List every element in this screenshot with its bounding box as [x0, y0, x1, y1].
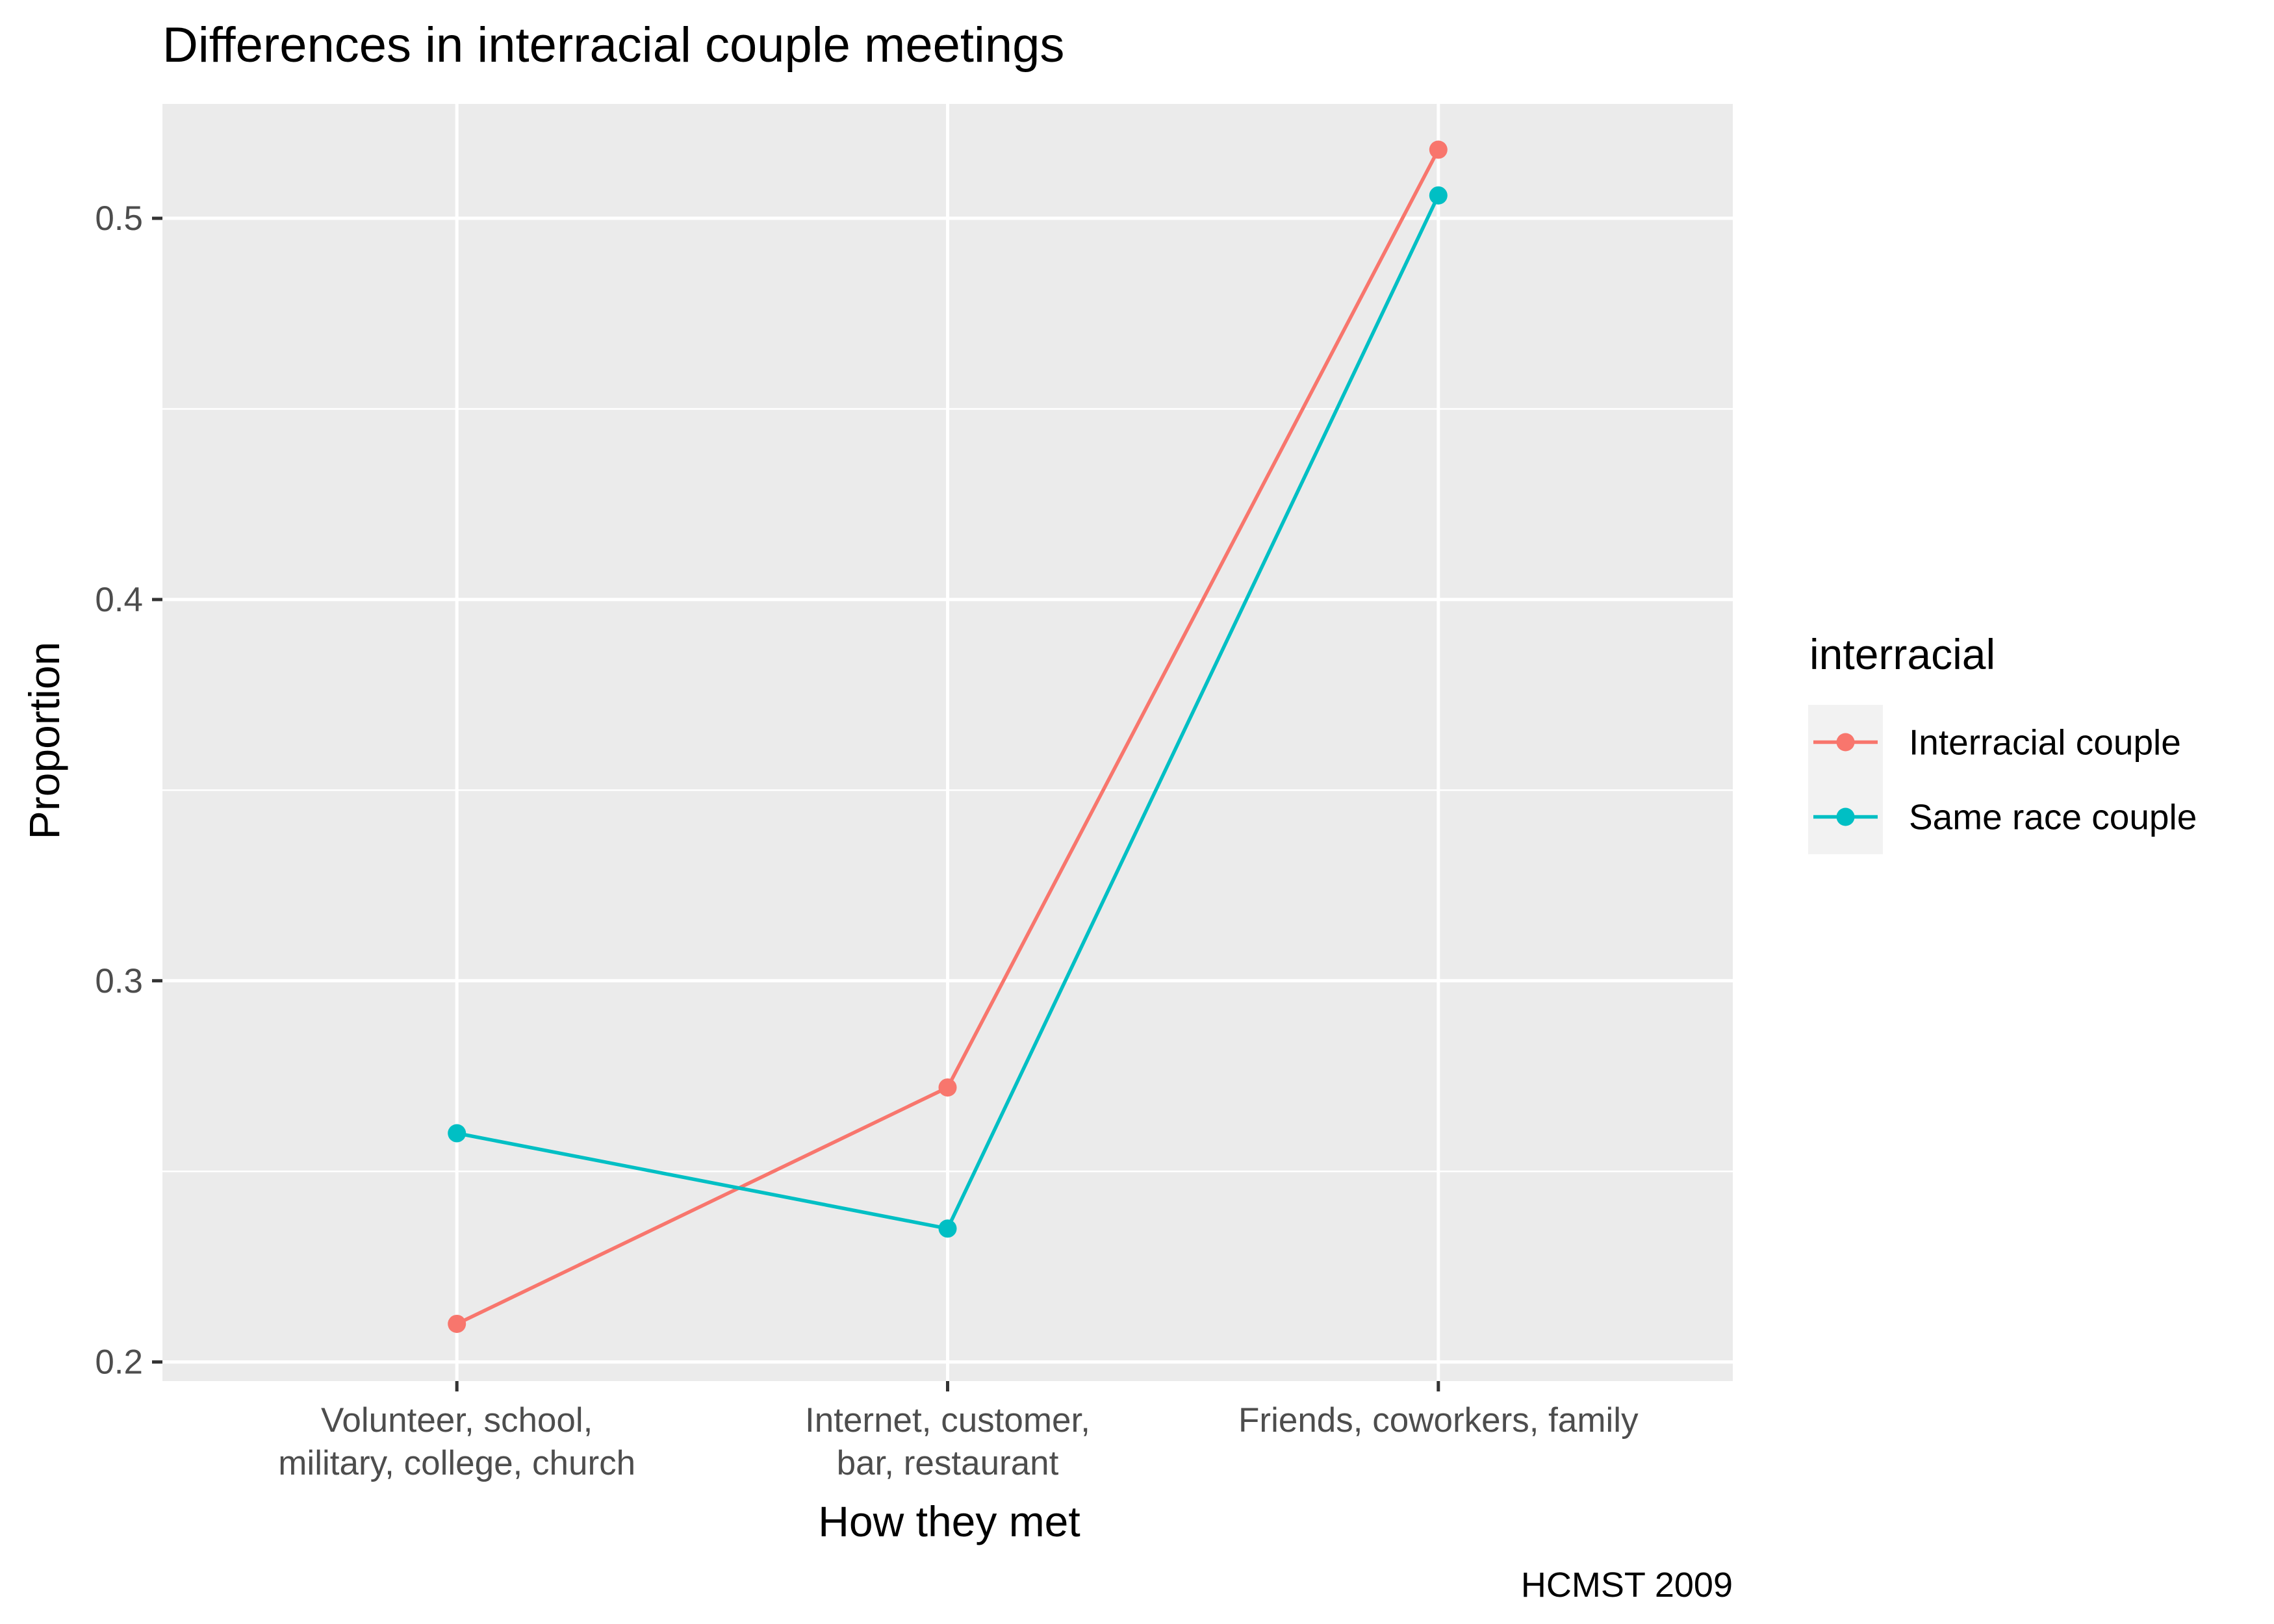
y-tick-label: 0.3: [95, 962, 143, 1000]
grid-major: [162, 104, 1733, 1381]
x-tick-label-line: Internet, customer,: [805, 1401, 1090, 1440]
x-axis: Volunteer, school, military, college, chu…: [278, 1381, 1639, 1482]
x-tick-label-line: military, college, church: [278, 1444, 635, 1482]
x-tick-label-line: bar, restaurant: [837, 1444, 1059, 1482]
legend-key-point: [1836, 733, 1855, 752]
legend-title: interracial: [1809, 630, 1995, 678]
y-tick-label: 0.5: [95, 199, 143, 238]
series-point: [1429, 140, 1448, 159]
y-tick-label: 0.2: [95, 1343, 143, 1382]
series-point: [448, 1124, 466, 1143]
legend: interracial Interracial couple Same race …: [1808, 630, 2197, 854]
x-tick-label-line: Friends, coworkers, family: [1238, 1401, 1639, 1440]
x-tick-label: Friends, coworkers, family: [1238, 1401, 1639, 1440]
legend-label: Interracial couple: [1909, 722, 2181, 763]
series-point: [1429, 186, 1448, 205]
x-tick-label: Volunteer, school, military, college, chu…: [278, 1401, 635, 1482]
y-axis: 0.2 0.3 0.4 0.5: [95, 199, 162, 1382]
legend-entries: Interracial couple Same race couple: [1808, 705, 2197, 854]
series-point: [938, 1078, 957, 1097]
series-point: [448, 1314, 466, 1333]
x-tick-label: Internet, customer, bar, restaurant: [805, 1401, 1090, 1482]
x-axis-title: How they met: [818, 1497, 1080, 1545]
legend-key-point: [1836, 807, 1855, 826]
legend-label: Same race couple: [1909, 797, 2197, 837]
y-axis-title: Proportion: [20, 642, 68, 840]
x-tick-label-line: Volunteer, school,: [321, 1401, 593, 1440]
series-layer: [448, 140, 1448, 1333]
series-point: [938, 1219, 957, 1238]
y-tick-label: 0.4: [95, 581, 143, 619]
chart-title: Differences in interracial couple meetin…: [162, 18, 1064, 73]
caption: HCMST 2009: [1521, 1566, 1733, 1605]
